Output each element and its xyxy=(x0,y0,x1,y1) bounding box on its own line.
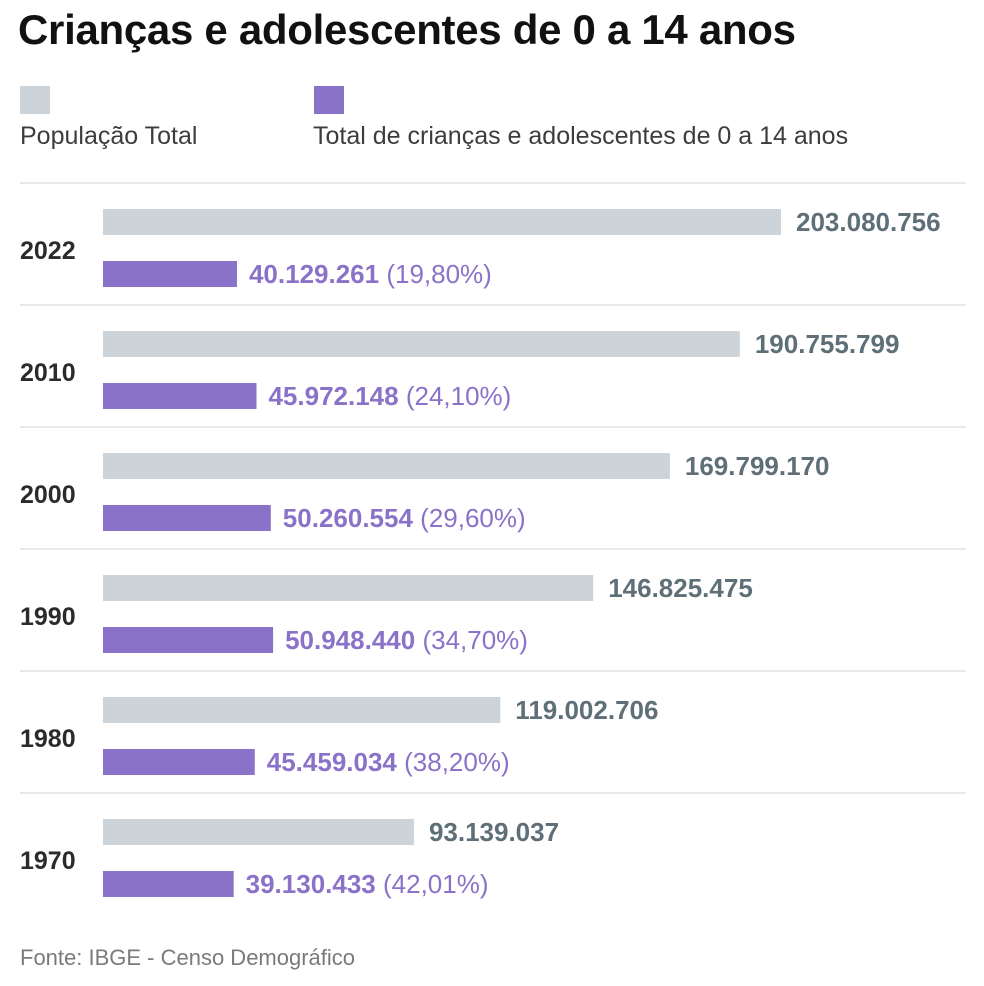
children-value: 50.260.554 (29,60%) xyxy=(283,503,526,533)
total-population-bar xyxy=(103,209,781,235)
chart-title: Crianças e adolescentes de 0 a 14 anos xyxy=(18,6,796,53)
children-percent: (29,60%) xyxy=(413,503,526,533)
children-value: 45.972.148 (24,10%) xyxy=(268,381,511,411)
total-population-value: 203.080.756 xyxy=(796,207,941,237)
total-population-value: 169.799.170 xyxy=(685,451,830,481)
children-value: 50.948.440 (34,70%) xyxy=(285,625,528,655)
legend-label-total: População Total xyxy=(20,122,198,150)
year-label: 1970 xyxy=(20,847,76,875)
total-population-bar xyxy=(103,453,670,479)
children-percent: (19,80%) xyxy=(379,259,492,289)
children-percent: (34,70%) xyxy=(415,625,528,655)
legend-swatch-children xyxy=(314,86,344,114)
children-bar xyxy=(103,627,274,653)
total-population-value: 190.755.799 xyxy=(755,329,900,359)
children-count: 45.459.034 xyxy=(267,747,398,777)
children-count: 40.129.261 xyxy=(249,259,379,289)
year-label: 2000 xyxy=(20,481,76,509)
children-bar xyxy=(103,505,271,531)
children-value: 39.130.433 (42,01%) xyxy=(246,869,489,899)
children-value: 40.129.261 (19,80%) xyxy=(249,259,492,289)
year-label: 2010 xyxy=(20,359,76,387)
year-label: 1980 xyxy=(20,725,76,753)
children-percent: (24,10%) xyxy=(399,381,512,411)
total-population-value: 119.002.706 xyxy=(515,695,658,725)
legend-label-children: Total de crianças e adolescentes de 0 a … xyxy=(313,122,849,150)
children-count: 50.948.440 xyxy=(285,625,415,655)
total-population-bar xyxy=(103,819,414,845)
total-population-bar xyxy=(103,331,740,357)
total-population-value: 93.139.037 xyxy=(429,817,559,847)
children-percent: (42,01%) xyxy=(376,869,489,899)
children-bar xyxy=(103,261,237,287)
bar-chart: 2022 203.080.756 40.129.261 (19,80%) 2010 19… xyxy=(20,182,966,899)
legend-swatch-total xyxy=(20,86,50,114)
children-count: 39.130.433 xyxy=(246,869,376,899)
year-label: 2022 xyxy=(20,237,76,265)
total-population-bar xyxy=(103,697,501,723)
year-label: 1990 xyxy=(20,603,76,631)
children-percent: (38,20%) xyxy=(397,747,510,777)
children-value: 45.459.034 (38,20%) xyxy=(267,747,510,777)
children-count: 45.972.148 xyxy=(268,381,398,411)
children-bar xyxy=(103,383,257,409)
children-bar xyxy=(103,871,234,897)
children-count: 50.260.554 xyxy=(283,503,414,533)
children-bar xyxy=(103,749,255,775)
total-population-value: 146.825.475 xyxy=(608,573,753,603)
source-footer: Fonte: IBGE - Censo Demográfico xyxy=(20,945,356,970)
total-population-bar xyxy=(103,575,594,601)
